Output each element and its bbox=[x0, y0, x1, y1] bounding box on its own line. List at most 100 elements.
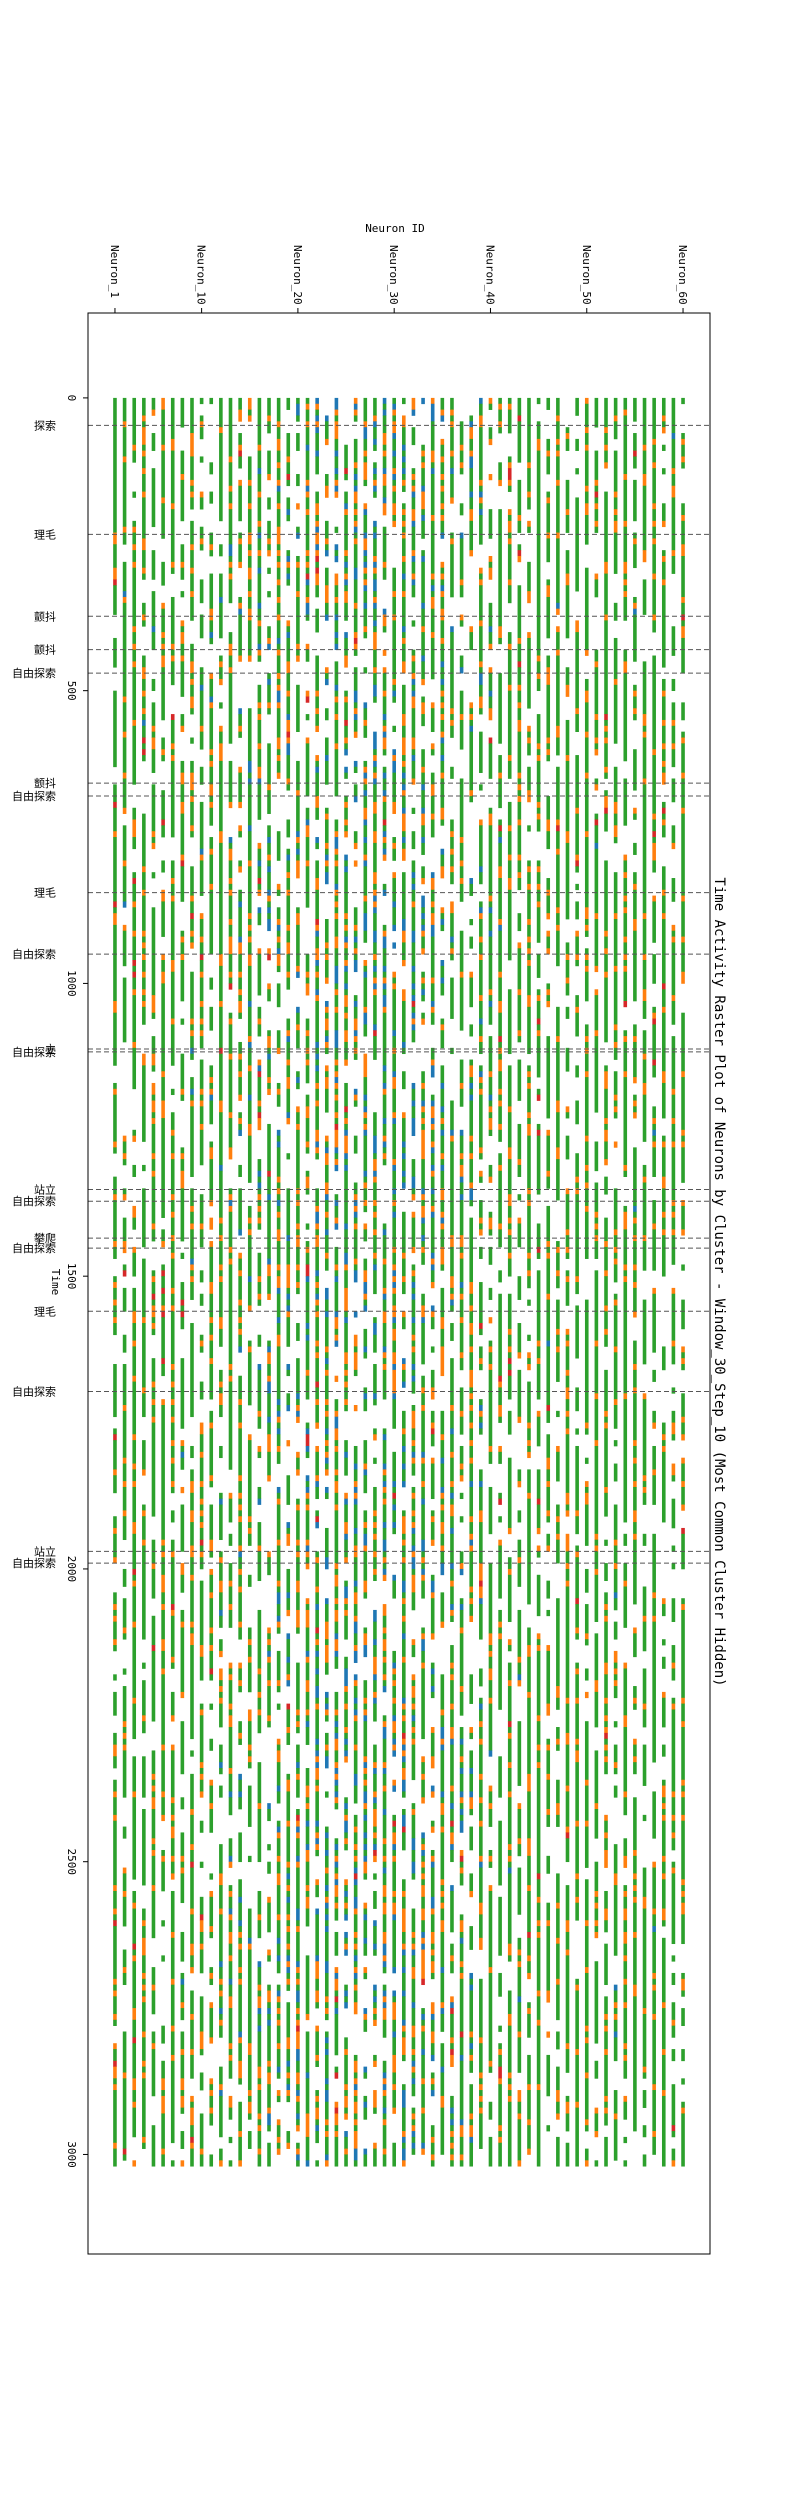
activity-segment bbox=[402, 766, 406, 773]
activity-segment bbox=[286, 1317, 291, 1347]
activity-segment bbox=[373, 1200, 377, 1207]
activity-segment bbox=[353, 1369, 358, 1377]
activity-segment bbox=[132, 1697, 137, 1704]
activity-segment bbox=[488, 2101, 493, 2120]
activity-segment bbox=[209, 1674, 214, 1681]
activity-segment bbox=[373, 965, 377, 973]
activity-segment bbox=[324, 1926, 329, 1933]
activity-segment bbox=[315, 1481, 319, 1488]
activity-segment bbox=[324, 1364, 329, 1371]
activity-segment bbox=[373, 1680, 377, 1693]
activity-segment bbox=[421, 1317, 425, 1324]
activity-segment bbox=[324, 1399, 329, 1406]
activity-segment bbox=[286, 1885, 291, 1892]
activity-segment bbox=[276, 614, 281, 621]
activity-segment bbox=[488, 807, 493, 814]
activity-segment bbox=[257, 684, 262, 703]
activity-segment bbox=[228, 1914, 233, 1921]
activity-segment bbox=[498, 2078, 502, 2085]
activity-segment bbox=[238, 1276, 242, 1300]
activity-segment bbox=[315, 1387, 319, 1400]
activity-segment bbox=[353, 532, 358, 539]
activity-segment bbox=[498, 924, 502, 932]
activity-segment bbox=[257, 1282, 262, 1295]
activity-segment bbox=[469, 1826, 474, 1851]
activity-segment bbox=[382, 1574, 387, 1582]
activity-segment bbox=[199, 684, 204, 692]
activity-segment bbox=[392, 1744, 396, 1751]
activity-segment bbox=[238, 450, 242, 457]
activity-segment bbox=[344, 1317, 348, 1324]
activity-segment bbox=[373, 1926, 377, 1945]
activity-segment bbox=[286, 1030, 291, 1037]
activity-segment bbox=[507, 1955, 512, 1962]
activity-segment bbox=[392, 690, 396, 697]
activity-segment bbox=[353, 708, 358, 715]
activity-segment bbox=[450, 421, 454, 428]
activity-segment bbox=[247, 1352, 252, 1406]
activity-segment bbox=[276, 1785, 281, 1792]
activity-segment bbox=[382, 1299, 387, 1312]
activity-segment bbox=[257, 2131, 262, 2149]
activity-segment bbox=[257, 708, 262, 715]
activity-segment bbox=[180, 1451, 185, 1459]
activity-segment bbox=[238, 608, 242, 615]
activity-segment bbox=[247, 1100, 252, 1125]
activity-segment bbox=[440, 1902, 445, 1909]
activity-segment bbox=[199, 1451, 204, 1459]
activity-segment bbox=[199, 1006, 204, 1019]
activity-segment bbox=[228, 1369, 233, 1377]
activity-segment bbox=[498, 837, 502, 844]
activity-segment bbox=[402, 1510, 406, 1517]
activity-segment bbox=[199, 427, 204, 440]
activity-segment bbox=[430, 520, 435, 574]
activity-segment bbox=[334, 2107, 339, 2114]
activity-segment bbox=[344, 1123, 348, 1131]
activity-segment bbox=[382, 433, 387, 446]
activity-segment bbox=[411, 1533, 416, 1546]
activity-segment bbox=[305, 1375, 310, 1400]
activity-segment bbox=[353, 1621, 358, 1634]
activity-segment bbox=[228, 567, 233, 574]
activity-segment bbox=[373, 913, 377, 932]
activity-segment bbox=[180, 2107, 185, 2114]
activity-segment bbox=[209, 2107, 214, 2114]
activity-segment bbox=[228, 1680, 233, 1704]
activity-segment bbox=[392, 596, 396, 615]
activity-segment bbox=[257, 1018, 262, 1025]
activity-segment bbox=[469, 1809, 474, 1816]
activity-segment bbox=[392, 1510, 396, 1523]
activity-segment bbox=[324, 1317, 329, 1347]
activity-segment bbox=[421, 696, 425, 703]
activity-segment bbox=[324, 1873, 329, 1886]
activity-segment bbox=[161, 1364, 165, 1377]
activity-segment bbox=[411, 1369, 416, 1377]
activity-segment bbox=[315, 491, 319, 504]
activity-segment bbox=[315, 1065, 319, 1072]
activity-segment bbox=[257, 1984, 262, 1991]
activity-segment bbox=[180, 1299, 185, 1306]
activity-segment bbox=[276, 1680, 281, 1687]
activity-segment bbox=[238, 1779, 242, 1792]
activity-segment bbox=[363, 1832, 368, 1839]
activity-segment bbox=[479, 907, 483, 914]
activity-segment bbox=[286, 1879, 291, 1886]
activity-segment bbox=[276, 1943, 281, 1956]
activity-segment bbox=[267, 784, 271, 791]
activity-segment bbox=[411, 1516, 416, 1523]
activity-segment bbox=[334, 1112, 339, 1119]
activity-segment bbox=[170, 1405, 175, 1418]
activity-segment bbox=[382, 2107, 387, 2114]
activity-segment bbox=[459, 532, 464, 539]
activity-segment bbox=[440, 1118, 445, 1125]
activity-segment bbox=[430, 2160, 435, 2167]
activity-segment bbox=[402, 1744, 406, 1751]
activity-segment bbox=[228, 1024, 233, 1055]
activity-segment bbox=[488, 901, 493, 908]
activity-segment bbox=[132, 626, 137, 633]
activity-segment bbox=[113, 567, 117, 580]
activity-segment bbox=[440, 848, 445, 855]
activity-segment bbox=[276, 772, 281, 779]
activity-segment bbox=[219, 1282, 223, 1318]
activity-segment bbox=[209, 1967, 214, 1974]
